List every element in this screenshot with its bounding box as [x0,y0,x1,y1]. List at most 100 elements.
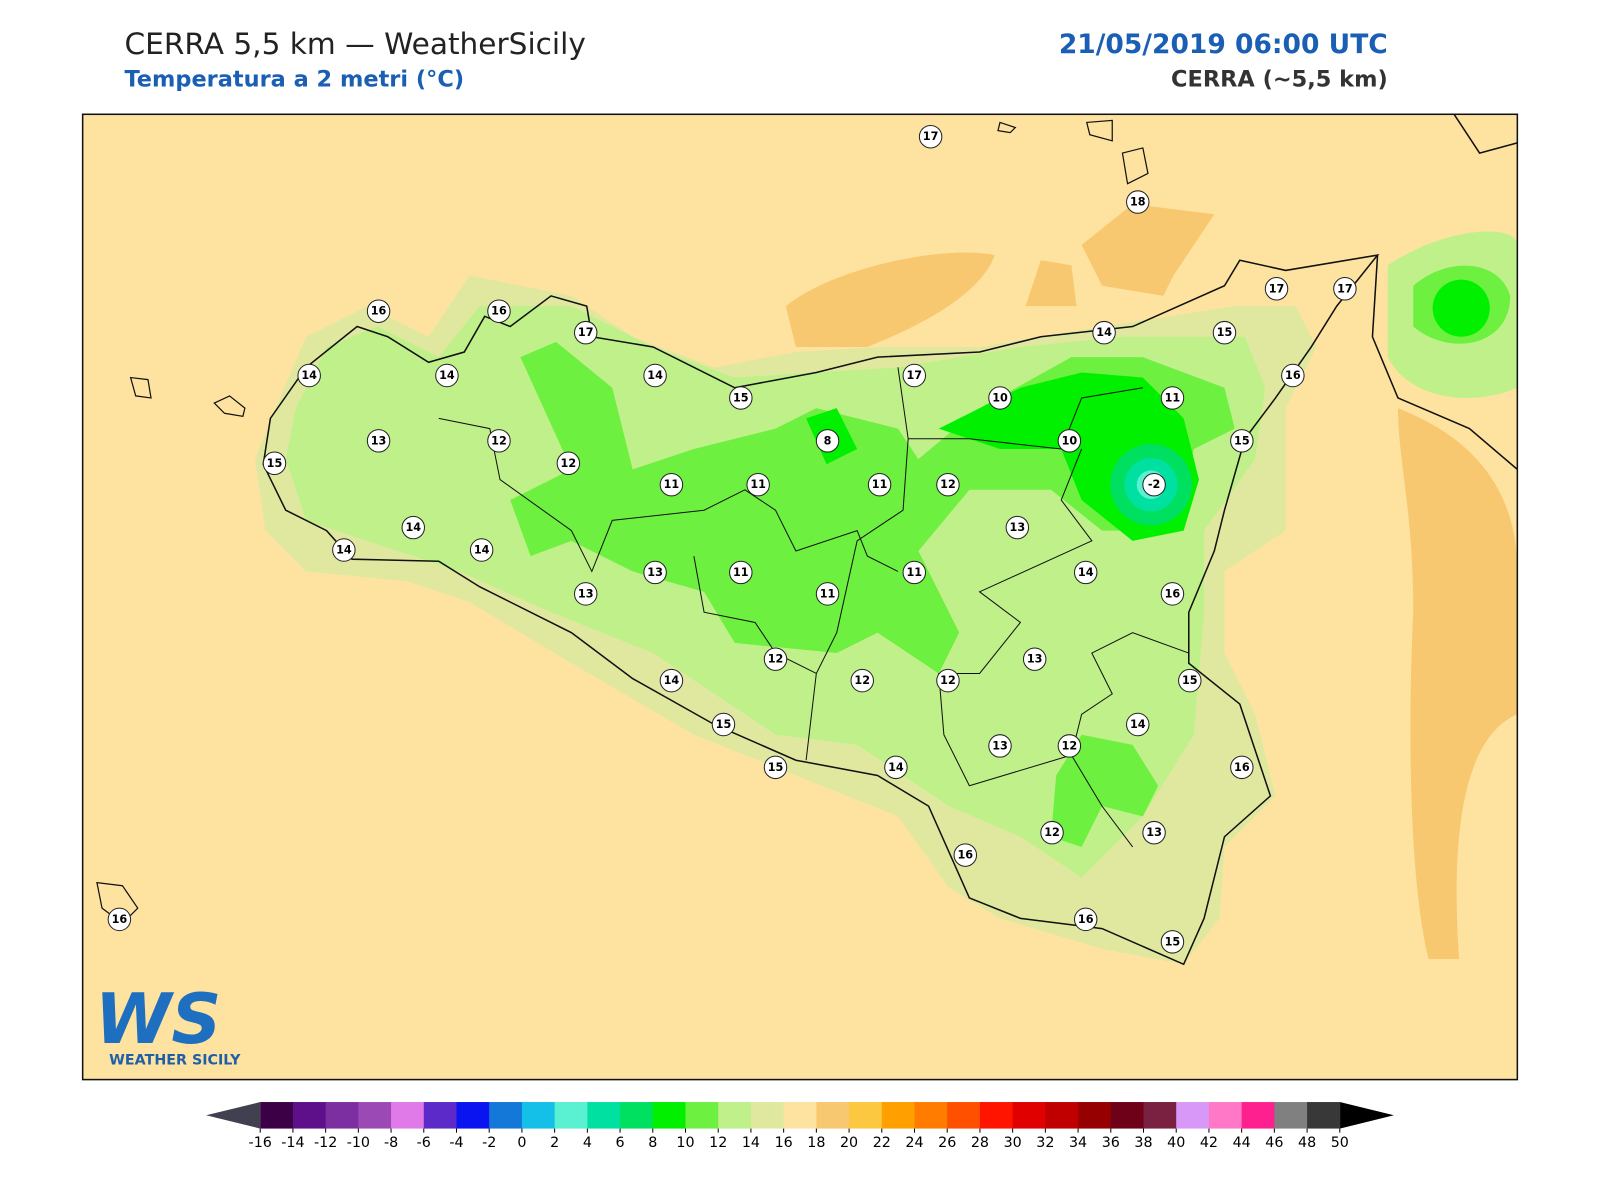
colorbar-tick-label: 22 [873,1135,891,1151]
station-marker [884,755,908,780]
colorbar: -16 -14 -12 -10 -8 -6 -4 -2 0 2 4 6 8 10 12 14 16 18 20 22 2… [206,1102,1394,1151]
colorbar-tick-label: 32 [1036,1135,1054,1151]
station-marker [573,320,598,345]
station-value: 16 [1078,913,1094,926]
station-value: 15 [267,457,283,470]
subtitle: Temperatura a 2 metri (°C) [124,67,464,93]
station-marker [1178,668,1202,693]
colorbar-bin [358,1102,392,1129]
colorbar-bin [325,1102,359,1129]
station-marker [988,386,1012,410]
station-value: 14 [405,521,421,534]
logo-name: WEATHER SICILY [109,1052,241,1068]
station-marker [262,451,287,475]
colorbar-bin [489,1102,523,1129]
station-value: 12 [491,434,507,447]
station-marker [1333,277,1357,301]
station-value: 17 [1337,282,1353,295]
station-marker [487,299,511,323]
station-value: 16 [371,305,387,318]
title: CERRA 5,5 km — WeatherSicily [124,27,585,61]
station-value: 14 [439,369,455,382]
station-value: 12 [940,478,956,491]
station-value: 11 [750,478,766,491]
colorbar-tick-label: 48 [1298,1135,1316,1151]
colorbar-bin [979,1102,1014,1129]
colorbar-tick-label: 20 [840,1135,858,1151]
station-value: 17 [923,130,939,143]
station-marker [1057,429,1082,453]
colorbar-bin [1274,1102,1308,1129]
station-marker [1073,560,1098,585]
station-value: 13 [371,434,387,447]
colorbar-tick-label: 2 [550,1135,559,1151]
station-marker [107,907,132,932]
station-marker [729,386,753,410]
colorbar-tick-label: 4 [583,1135,592,1151]
station-marker [1126,712,1150,737]
station-marker [1073,907,1098,932]
station-marker [988,734,1012,758]
colorbar-bin [1143,1102,1177,1129]
station-marker [659,472,684,497]
station-value: 16 [1234,761,1250,774]
station-value: 13 [578,587,594,600]
station-value: 14 [647,369,663,382]
colorbar-bin [292,1102,327,1129]
station-value: 11 [820,587,836,600]
station-marker [815,429,840,453]
station-marker [366,299,391,323]
colorbar-bin [587,1102,621,1129]
colorbar-extend-low [206,1102,261,1129]
station-value: 15 [1165,935,1181,948]
station-value: 13 [1146,826,1162,839]
station-marker [918,125,943,149]
colorbar-tick-label: -10 [347,1135,370,1151]
station-marker [659,668,684,693]
colorbar-tick-label: -14 [281,1135,304,1151]
colorbar-bin [1208,1102,1243,1129]
colorbar-tick-label: 16 [775,1135,793,1151]
station-marker [729,560,753,585]
station-value: 16 [1165,587,1181,600]
station-value: 15 [768,761,784,774]
station-value: 11 [906,566,922,579]
station-value: 15 [716,718,732,731]
station-value: 14 [664,674,680,687]
colorbar-bin [260,1102,294,1129]
colorbar-tick-label: 34 [1069,1135,1087,1151]
station-value: 17 [906,369,922,382]
colorbar-bin [685,1102,719,1129]
station-marker [1142,820,1166,845]
colorbar-bin [1078,1102,1112,1129]
station-value: 11 [872,478,888,491]
station-marker [1160,582,1185,606]
station-value: 11 [1165,391,1181,404]
station-marker [763,755,788,780]
station-value: 16 [1285,369,1301,382]
station-marker [332,538,356,562]
colorbar-bin [1110,1102,1145,1129]
colorbar-tick-label: 36 [1102,1135,1120,1151]
station-value: 8 [824,434,832,447]
colorbar-tick-label: -6 [417,1135,431,1151]
station-value: 14 [1130,718,1146,731]
colorbar-bin [554,1102,588,1129]
station-marker [573,582,598,606]
logo-mark: WS [95,980,222,1060]
colorbar-bin [456,1102,490,1129]
station-value: 10 [1062,434,1078,447]
station-marker [1040,820,1064,845]
colorbar-bin [783,1102,817,1129]
colorbar-tick-label: 42 [1200,1135,1218,1151]
station-marker [366,429,391,453]
date: 21/05/2019 06:00 UTC [1059,29,1388,60]
station-marker [815,582,840,606]
station-value: 14 [301,369,317,382]
stations: 17 18 16 16 17 17 17 14 14 14 14 15 15 17 10 11 16 13 12 8 1… [107,125,1357,954]
station-marker [1160,386,1185,410]
colorbar-extend-high [1339,1102,1394,1129]
map-frame [81,113,1519,1081]
colorbar-tick-label: 24 [905,1135,923,1151]
colorbar-tick-label: -16 [249,1135,272,1151]
